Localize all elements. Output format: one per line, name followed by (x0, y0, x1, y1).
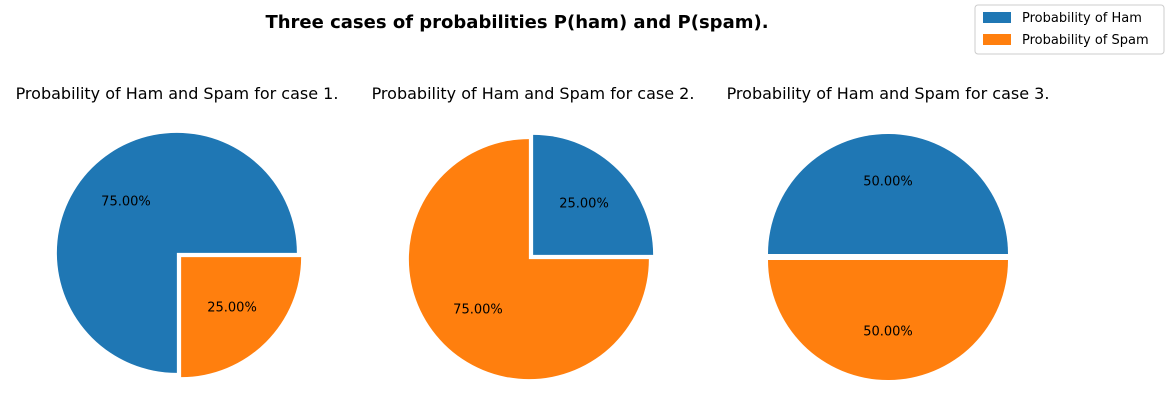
pie-3-label-spam: 50.00% (863, 325, 913, 340)
pie-chart-1: Probability of Ham and Spam for case 1. … (16, 84, 339, 378)
pie-2-slice-spam (408, 139, 649, 380)
figure-suptitle: Three cases of probabilities P(ham) and … (265, 12, 768, 33)
pie-title-1: Probability of Ham and Spam for case 1. (16, 84, 339, 103)
legend-label-spam: Probability of Spam (1022, 33, 1149, 48)
legend-swatch-ham (983, 12, 1011, 23)
pie-1-label-ham: 75.00% (101, 194, 151, 209)
pie-1-slice-ham (56, 132, 297, 373)
pie-3-label-ham: 50.00% (863, 175, 913, 190)
legend-swatch-spam (983, 34, 1011, 45)
pie-chart-2: Probability of Ham and Spam for case 2. … (372, 84, 695, 380)
pie-2-label-spam: 75.00% (453, 303, 503, 318)
pie-chart-3: Probability of Ham and Spam for case 3. … (727, 84, 1050, 380)
pie-3-slice-spam (768, 260, 1008, 380)
pie-title-2: Probability of Ham and Spam for case 2. (372, 84, 695, 103)
pie-1-label-spam: 25.00% (207, 301, 257, 316)
pie-2-label-ham: 25.00% (559, 196, 609, 211)
pie-2-slice-ham (533, 134, 654, 255)
pie-3-slice-ham (768, 134, 1008, 254)
pie-1-slice-spam (181, 257, 302, 378)
legend-frame (974, 4, 1165, 55)
legend-label-ham: Probability of Ham (1022, 11, 1142, 26)
pie-title-3: Probability of Ham and Spam for case 3. (727, 84, 1050, 103)
legend: Probability of Ham Probability of Spam (974, 4, 1165, 55)
